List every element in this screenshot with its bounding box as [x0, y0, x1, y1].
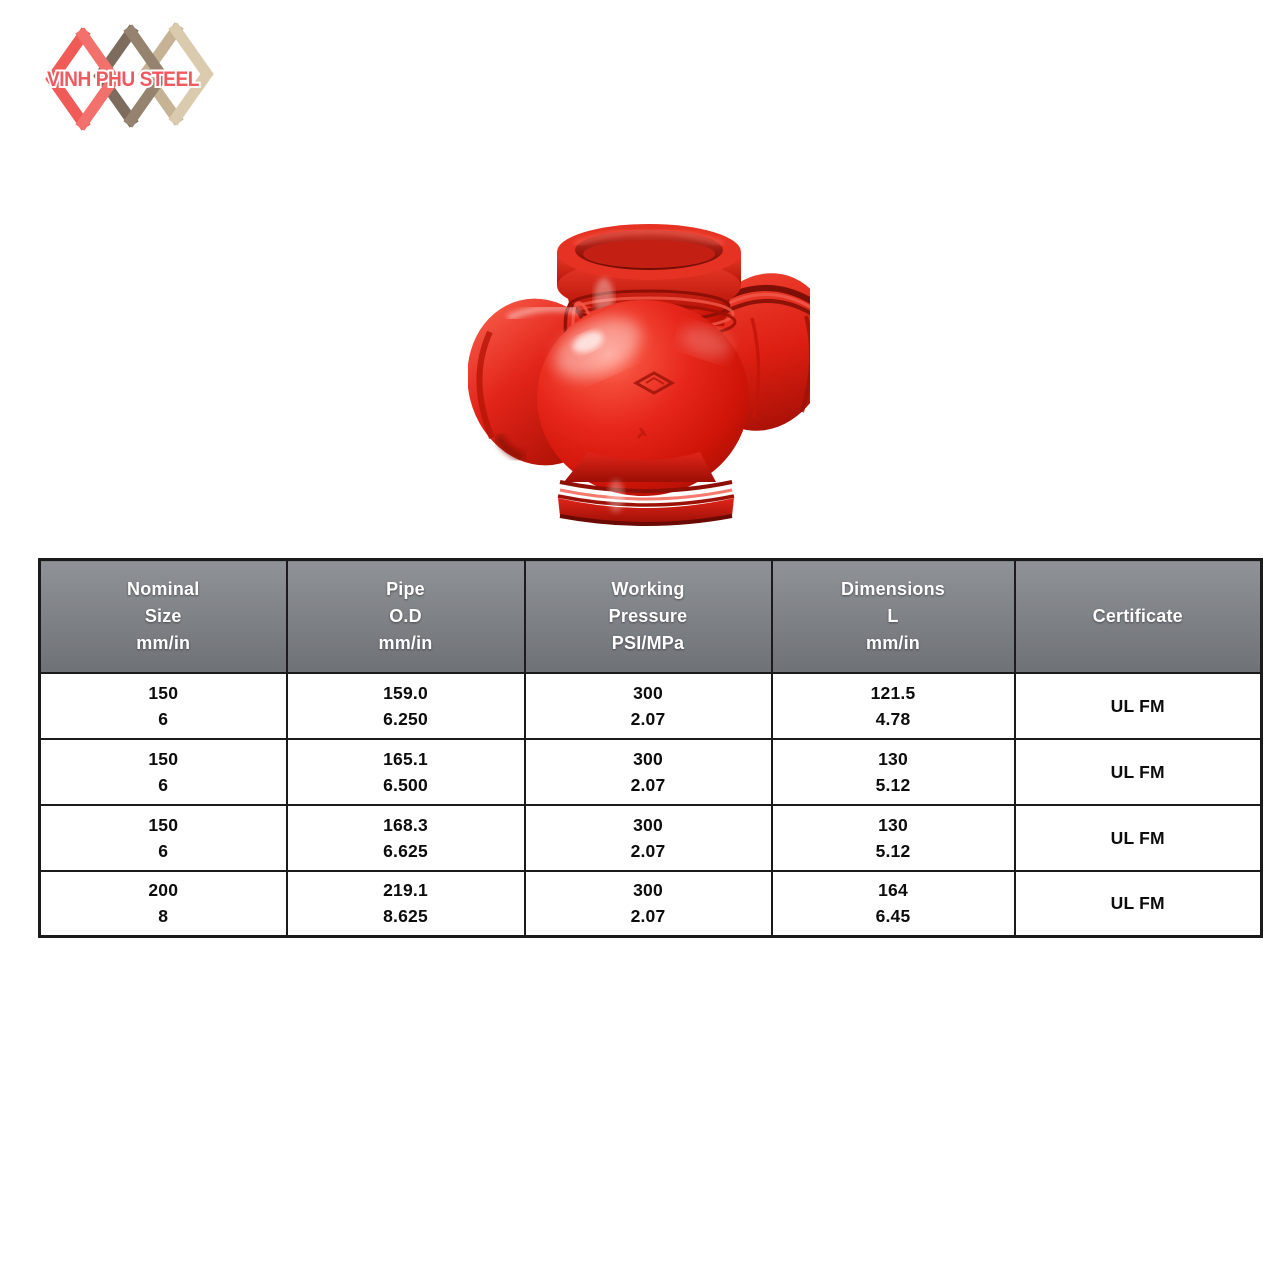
- table-row: 150 6 159.0 6.250 300 2.07 121.5 4.78 UL FM: [38, 671, 1263, 740]
- logo-text: VINH PHU STEEL: [47, 68, 200, 91]
- bottom-port: [557, 452, 735, 526]
- header-pipe-od: Pipe O.D mm/in: [285, 558, 526, 674]
- cell-dimensions: 130 5.12: [770, 803, 1016, 872]
- cell-dimensions: 130 5.12: [770, 737, 1016, 806]
- product-image-grooved-cross: [468, 224, 810, 526]
- cell-nominal-size: 150 6: [38, 737, 288, 806]
- cell-certificate: UL FM: [1013, 671, 1263, 740]
- cell-certificate: UL FM: [1013, 737, 1263, 806]
- cell-working-pressure: 300 2.07: [523, 803, 773, 872]
- cell-nominal-size: 150 6: [38, 803, 288, 872]
- table-row: 200 8 219.1 8.625 300 2.07 164 6.45 UL FM: [38, 869, 1263, 938]
- cell-dimensions: 164 6.45: [770, 869, 1016, 938]
- table-row: 150 6 168.3 6.625 300 2.07 130 5.12 UL FM: [38, 803, 1263, 872]
- cell-pipe-od: 165.1 6.500: [285, 737, 526, 806]
- embossed-diamond-icon: [632, 371, 676, 395]
- header-dimensions: Dimensions L mm/in: [770, 558, 1016, 674]
- cell-dimensions: 121.5 4.78: [770, 671, 1016, 740]
- cell-certificate: UL FM: [1013, 803, 1263, 872]
- cell-pipe-od: 219.1 8.625: [285, 869, 526, 938]
- cell-nominal-size: 150 6: [38, 671, 288, 740]
- cell-nominal-size: 200 8: [38, 869, 288, 938]
- header-nominal-size: Nominal Size mm/in: [38, 558, 288, 674]
- diamond-pattern-icon: [45, 22, 214, 131]
- cell-pipe-od: 168.3 6.625: [285, 803, 526, 872]
- cell-certificate: UL FM: [1013, 869, 1263, 938]
- cell-working-pressure: 300 2.07: [523, 671, 773, 740]
- fitting-body: [537, 300, 749, 496]
- spec-table-header: Nominal Size mm/in Pipe O.D mm/in Workin…: [38, 558, 1263, 674]
- header-certificate: Certificate: [1013, 558, 1263, 674]
- company-logo: VINH PHU STEEL: [45, 22, 214, 131]
- table-row: 150 6 165.1 6.500 300 2.07 130 5.12 UL FM: [38, 737, 1263, 806]
- header-working-pressure: Working Pressure PSI/MPa: [523, 558, 773, 674]
- cell-working-pressure: 300 2.07: [523, 869, 773, 938]
- spec-table: Nominal Size mm/in Pipe O.D mm/in Workin…: [38, 558, 1263, 938]
- cell-working-pressure: 300 2.07: [523, 737, 773, 806]
- cell-pipe-od: 159.0 6.250: [285, 671, 526, 740]
